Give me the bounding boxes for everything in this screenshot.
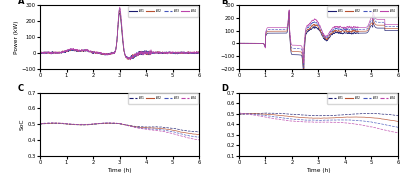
Text: C: C [18, 84, 24, 93]
Text: A: A [18, 0, 24, 6]
Legend: $B_1$, $B_2$, $B_3$, $B_4$: $B_1$, $B_2$, $B_3$, $B_4$ [128, 93, 198, 104]
Y-axis label: SoC: SoC [20, 118, 25, 130]
Y-axis label: Power (kW): Power (kW) [14, 20, 18, 54]
Legend: $B_1$, $B_2$, $B_3$, $B_4$: $B_1$, $B_2$, $B_3$, $B_4$ [327, 93, 397, 104]
Legend: $B_1$, $B_2$, $B_3$, $B_4$: $B_1$, $B_2$, $B_3$, $B_4$ [128, 6, 198, 16]
Text: B: B [221, 0, 228, 6]
X-axis label: Time (h): Time (h) [107, 168, 132, 173]
Text: D: D [221, 84, 228, 93]
X-axis label: Time (h): Time (h) [306, 168, 331, 173]
Legend: $B_1$, $B_2$, $B_3$, $B_4$: $B_1$, $B_2$, $B_3$, $B_4$ [327, 6, 397, 16]
